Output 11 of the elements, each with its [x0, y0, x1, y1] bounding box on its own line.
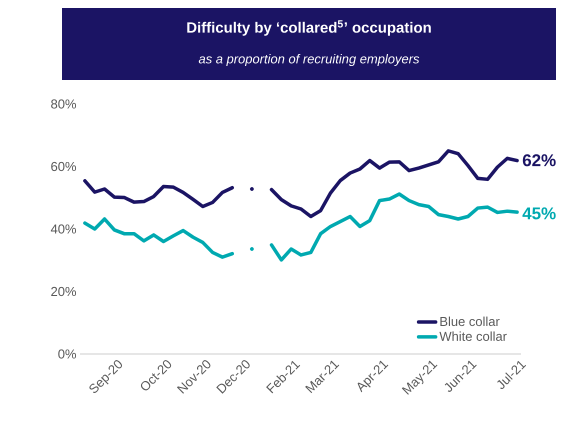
legend-label: White collar	[439, 331, 507, 341]
chart-title: Difficulty by ‘collared$^{5}$’ occupation	[187, 20, 431, 36]
y-tick-label: 20%	[51, 286, 76, 296]
y-tick-label: 40%	[50, 224, 76, 234]
chart-subtitle: as a proportion of recruiting employers	[198, 54, 420, 66]
legend-label: Blue collar	[440, 316, 500, 326]
y-tick-label: 0%	[58, 349, 76, 359]
annotation: 45%	[522, 207, 556, 220]
y-tick-label: 60%	[51, 162, 76, 172]
y-tick-label: 80%	[51, 99, 76, 109]
annotation: 62%	[522, 154, 556, 166]
